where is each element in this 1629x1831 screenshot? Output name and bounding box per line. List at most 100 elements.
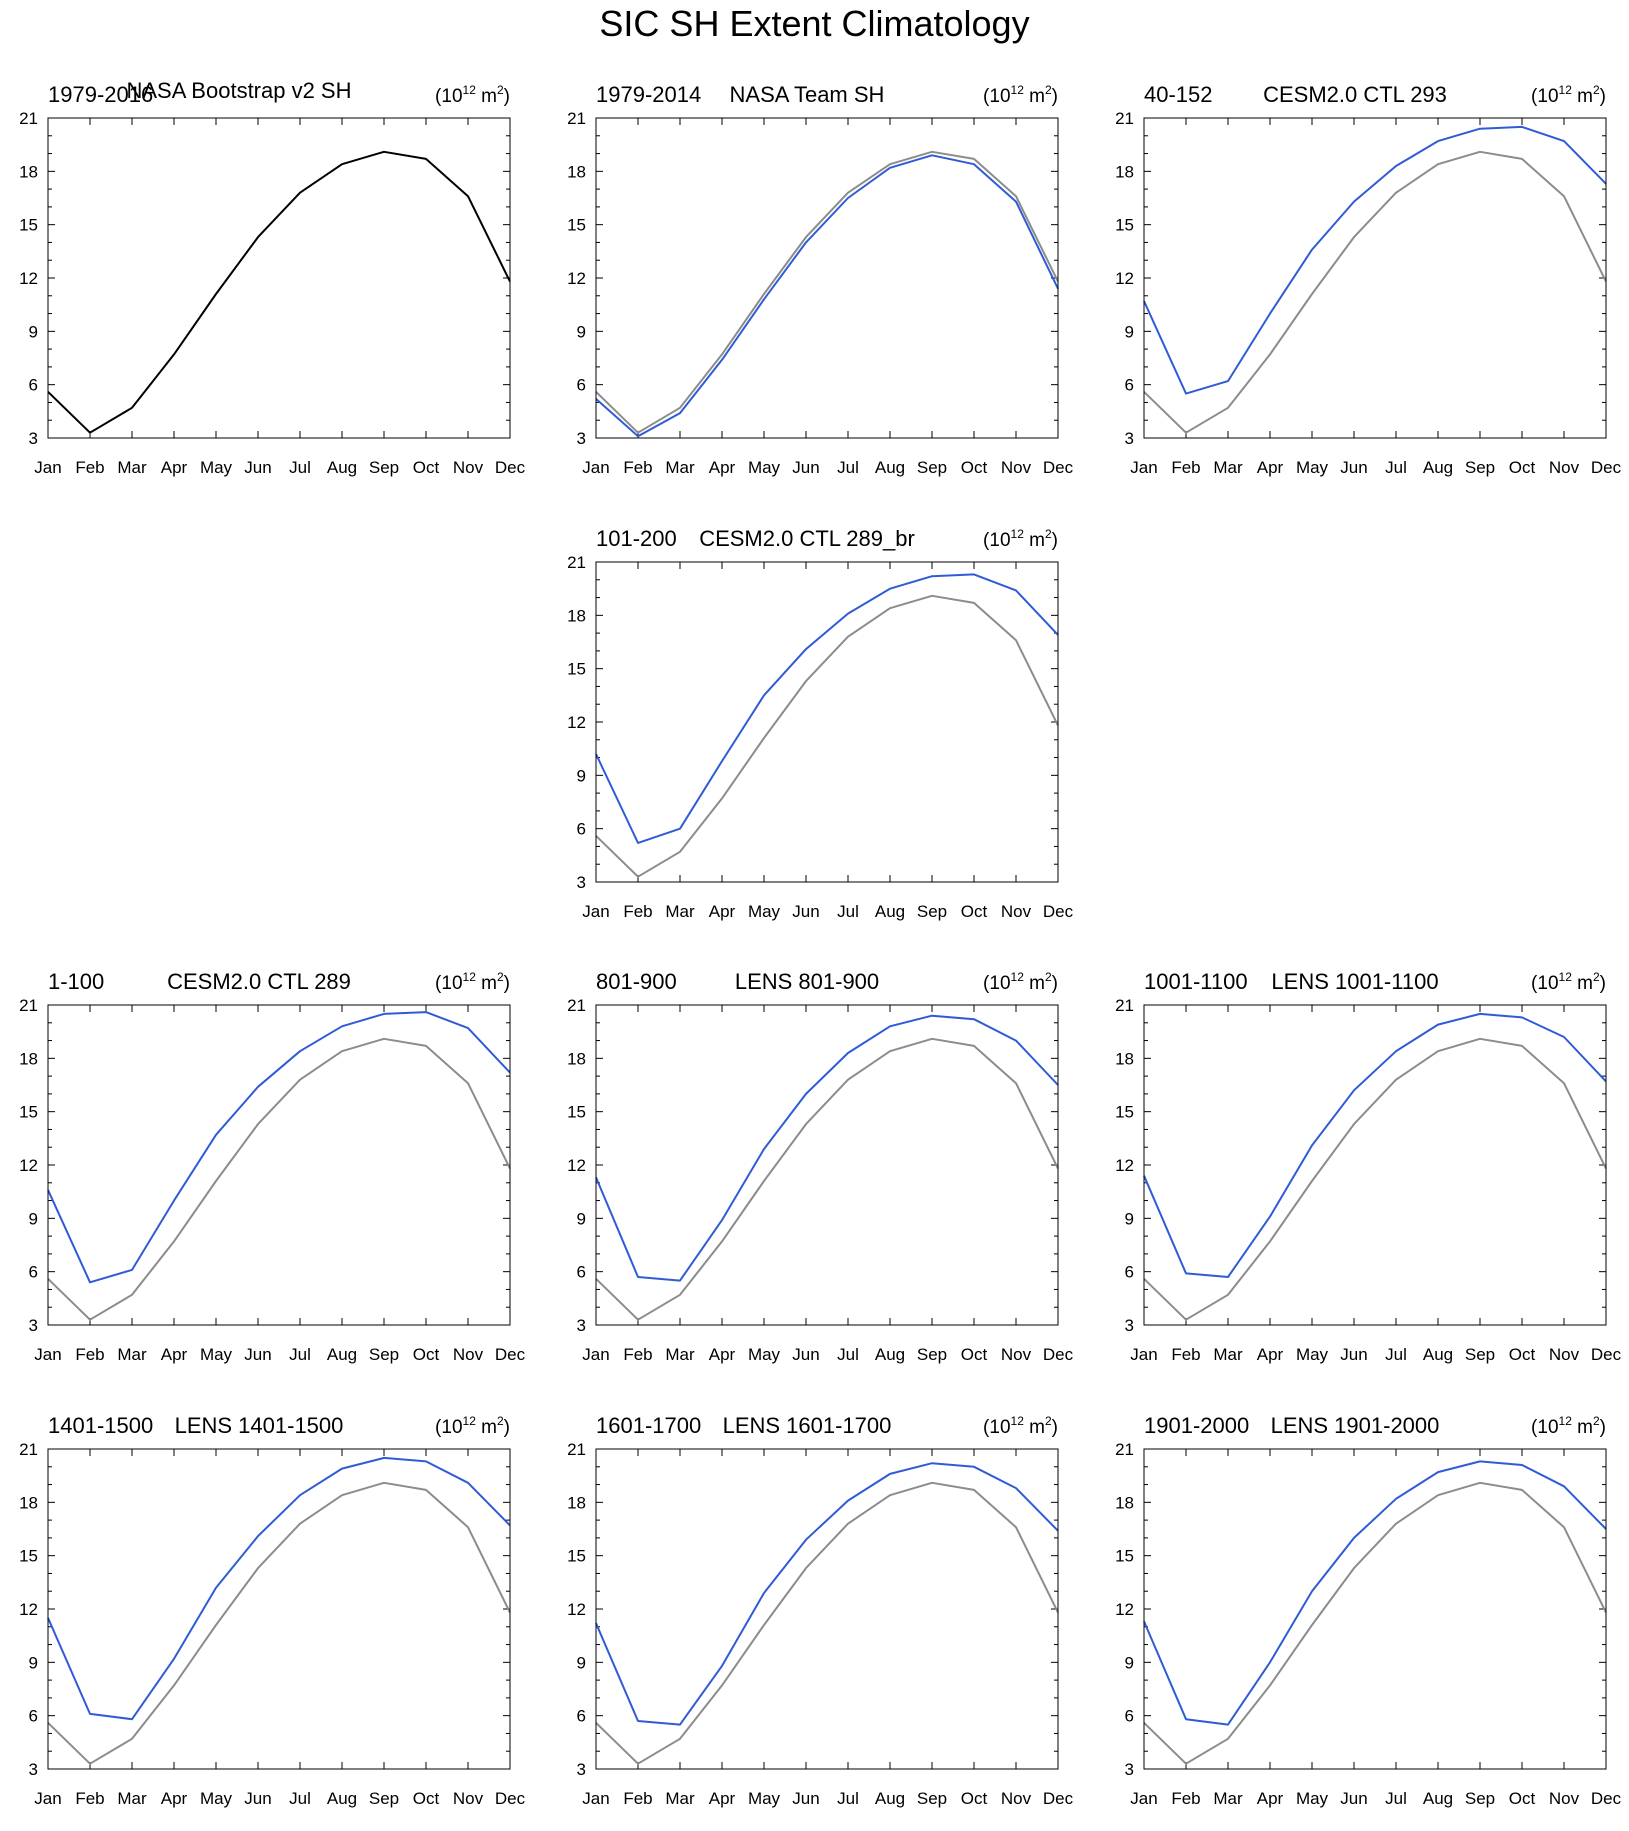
x-tick-label: Jul: [1385, 1345, 1407, 1364]
x-tick-label: Feb: [1171, 1789, 1200, 1808]
y-tick-label: 21: [19, 109, 38, 128]
series-line-nasa-bootstrap-v2-sh: [47, 1481, 511, 1765]
x-tick-label: Jan: [34, 1789, 61, 1808]
x-tick-label: Aug: [1423, 1789, 1453, 1808]
plot-frame: [47, 1004, 511, 1326]
x-tick-label: Dec: [1043, 902, 1074, 921]
y-tick-label: 12: [567, 1156, 586, 1175]
x-tick-label: Feb: [1171, 1345, 1200, 1364]
y-tick-label: 12: [19, 1600, 38, 1619]
x-tick-label: Dec: [495, 1345, 526, 1364]
y-tick-label: 18: [1115, 1493, 1134, 1512]
x-tick-label: Mar: [1213, 1345, 1243, 1364]
y-tick-label: 6: [1125, 1263, 1134, 1282]
y-tick-label: 12: [1115, 1600, 1134, 1619]
y-tick-label: 15: [1115, 216, 1134, 235]
x-tick-label: May: [748, 1789, 781, 1808]
y-tick-label: 18: [19, 162, 38, 181]
y-tick-label: 15: [567, 216, 586, 235]
x-tick-label: Nov: [453, 1789, 484, 1808]
x-tick-label: Apr: [161, 1345, 188, 1364]
x-tick-label: Feb: [1171, 458, 1200, 477]
x-tick-label: Nov: [1001, 1345, 1032, 1364]
x-tick-label: Dec: [495, 458, 526, 477]
y-tick-label: 6: [29, 376, 38, 395]
period-label: 1901-2000: [1144, 1413, 1249, 1438]
units-label: (1012 m2): [1531, 1414, 1606, 1438]
y-tick-label: 21: [567, 1440, 586, 1459]
x-tick-label: Nov: [1549, 458, 1580, 477]
period-label: 1979-2014: [596, 82, 701, 107]
units-label: (1012 m2): [435, 1414, 510, 1438]
x-tick-label: Mar: [117, 1789, 147, 1808]
x-tick-label: May: [748, 1345, 781, 1364]
y-tick-label: 12: [567, 1600, 586, 1619]
x-tick-label: Nov: [1549, 1345, 1580, 1364]
x-tick-label: Jun: [1340, 458, 1367, 477]
x-tick-label: Aug: [327, 458, 357, 477]
x-tick-label: Mar: [665, 1789, 695, 1808]
x-tick-label: Sep: [917, 902, 947, 921]
x-tick-label: Jan: [34, 1345, 61, 1364]
y-tick-label: 12: [1115, 269, 1134, 288]
y-tick-label: 3: [1125, 1760, 1134, 1779]
x-tick-label: Dec: [1043, 1789, 1074, 1808]
plot-frame: [1143, 1448, 1607, 1770]
x-tick-label: Oct: [1509, 1345, 1536, 1364]
x-tick-label: Aug: [327, 1789, 357, 1808]
y-tick-label: 9: [1125, 1653, 1134, 1672]
series-line-lens-801-900: [595, 1014, 1059, 1282]
dataset-label: LENS 1401-1500: [175, 1413, 344, 1438]
y-tick-label: 18: [19, 1493, 38, 1512]
x-tick-label: Dec: [1591, 1345, 1622, 1364]
x-tick-label: Sep: [1465, 1789, 1495, 1808]
x-tick-label: Jun: [244, 458, 271, 477]
x-tick-label: Feb: [75, 458, 104, 477]
x-tick-label: Apr: [161, 1789, 188, 1808]
x-tick-label: Jun: [792, 1789, 819, 1808]
x-tick-label: Feb: [75, 1345, 104, 1364]
x-tick-label: Jun: [792, 458, 819, 477]
series-line-cesm2-0-ctl-289: [47, 1011, 511, 1284]
y-tick-label: 18: [19, 1049, 38, 1068]
series-line-nasa-bootstrap-v2-sh: [47, 150, 511, 434]
x-tick-label: Jul: [1385, 458, 1407, 477]
period-label: 1001-1100: [1144, 969, 1248, 994]
x-tick-label: Jul: [289, 458, 311, 477]
x-tick-label: Sep: [917, 1789, 947, 1808]
figure-title: SIC SH Extent Climatology: [599, 3, 1030, 44]
x-tick-label: Jan: [582, 1789, 609, 1808]
y-tick-label: 12: [567, 713, 586, 732]
y-tick-label: 9: [29, 1209, 38, 1228]
y-tick-label: 15: [19, 1103, 38, 1122]
y-tick-label: 9: [29, 322, 38, 341]
x-tick-label: Aug: [875, 1345, 905, 1364]
dataset-label: NASA Team SH: [730, 82, 885, 107]
x-tick-label: Aug: [875, 1789, 905, 1808]
series-line-lens-1401-1500: [47, 1456, 511, 1721]
x-tick-label: Sep: [369, 1345, 399, 1364]
x-tick-label: Apr: [709, 1789, 736, 1808]
series-line-lens-1001-1100: [1143, 1012, 1607, 1278]
period-label: 1-100: [48, 969, 104, 994]
units-label: (1012 m2): [983, 970, 1058, 994]
chart-svg: 101-200 CESM2.0 CTL 289_br (1012 m2) 3 6 9 12 1…: [567, 526, 1074, 921]
x-tick-label: Mar: [665, 1345, 695, 1364]
series-line-nasa-bootstrap-v2-sh: [595, 150, 1059, 434]
chart-panel-cesm-ctl-293: 40-152 CESM2.0 CTL 293 (1012 m2) 3 6 9 12 15 18 2…: [1096, 70, 1629, 500]
x-tick-label: May: [748, 458, 781, 477]
x-tick-label: Jul: [837, 1345, 859, 1364]
x-tick-label: Feb: [623, 1789, 652, 1808]
y-tick-label: 18: [567, 1049, 586, 1068]
x-tick-label: Apr: [709, 1345, 736, 1364]
x-tick-label: Jan: [582, 902, 609, 921]
chart-panel-cesm-ctl-289: 1-100 CESM2.0 CTL 289 (1012 m2) 3 6 9 12 15 18 21…: [0, 957, 550, 1387]
x-tick-label: Nov: [453, 1345, 484, 1364]
x-tick-label: Jul: [837, 1789, 859, 1808]
x-tick-label: Dec: [1591, 1789, 1622, 1808]
y-tick-label: 18: [567, 162, 586, 181]
y-tick-label: 3: [577, 1760, 586, 1779]
plot-frame: [595, 1004, 1059, 1326]
dataset-label: CESM2.0 CTL 289: [167, 969, 351, 994]
x-tick-label: Dec: [1591, 458, 1622, 477]
